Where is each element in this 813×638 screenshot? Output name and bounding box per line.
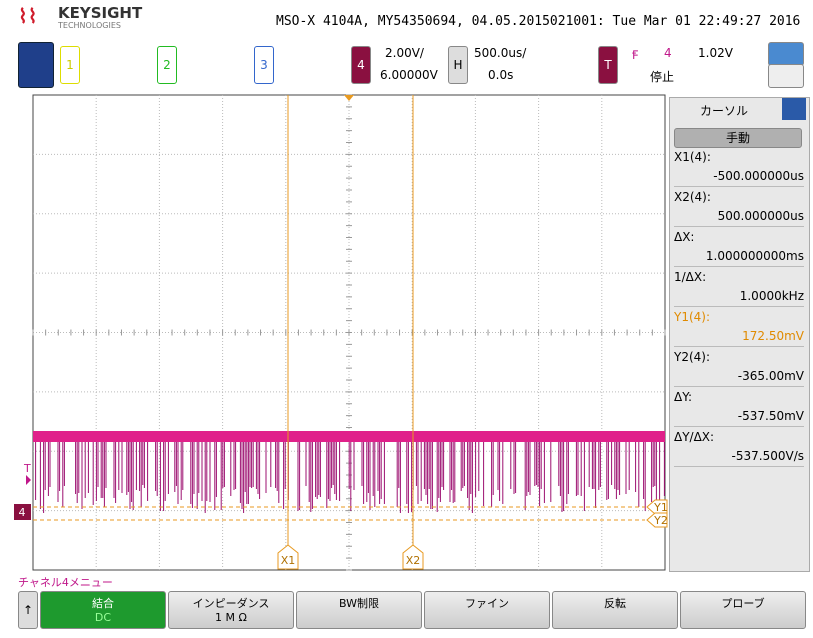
readout-label: X2(4):	[674, 190, 711, 204]
separator	[674, 346, 804, 347]
softkey[interactable]: インピーダンス 1 M Ω	[168, 591, 294, 629]
separator	[674, 266, 804, 267]
softkey-label: プローブ	[721, 597, 765, 610]
cursor-label: Y1	[653, 501, 668, 514]
readout-value: 1.0000kHz	[739, 289, 804, 303]
trigger-position	[344, 95, 354, 101]
separator	[674, 306, 804, 307]
readout-label: ΔY/ΔX:	[674, 430, 715, 444]
softkey[interactable]: 反転	[552, 591, 678, 629]
readout-value: 1.000000000ms	[705, 249, 804, 263]
zoom-button[interactable]	[768, 42, 804, 66]
cursor-marker	[402, 544, 424, 570]
softkey-label: BW制限	[338, 597, 380, 610]
cursor-mode[interactable]: 手動	[674, 128, 802, 148]
touch-button[interactable]	[768, 64, 804, 88]
softkey-label: 反転	[604, 597, 626, 610]
time-delay: 0.0s	[488, 68, 514, 82]
readout-value: -500.000000us	[713, 169, 804, 183]
softkey[interactable]: プローブ	[680, 591, 806, 629]
trigger-arrow	[26, 475, 31, 485]
cursor-marker	[646, 512, 668, 528]
readout-value: -365.00mV	[737, 369, 804, 383]
readout-label: Y1(4):	[674, 310, 711, 324]
channel-3[interactable]: 3	[254, 46, 274, 84]
readout-label: ΔY:	[674, 390, 692, 404]
cursor-marker	[277, 544, 299, 570]
time-scale: 500.0us/	[474, 46, 527, 60]
softkey[interactable]: ファイン	[424, 591, 550, 629]
readout-label: Y2(4):	[674, 350, 711, 364]
separator	[674, 426, 804, 427]
readout-label: X1(4):	[674, 150, 711, 164]
separator	[674, 186, 804, 187]
brand-sub: TECHNOLOGIES	[58, 21, 121, 30]
cursor-label: Y2	[653, 514, 668, 527]
separator	[674, 226, 804, 227]
logo-mark: ⌇⌇	[18, 4, 38, 28]
readout-value: -537.500V/s	[731, 449, 804, 463]
softkey-label: ファイン	[465, 597, 509, 610]
softkey-value: DC	[94, 611, 112, 624]
horizontal-button[interactable]: H	[448, 46, 468, 84]
waveform-band	[33, 431, 665, 442]
menu-title: チャネル4メニュー	[18, 576, 113, 589]
channel-4[interactable]: 4	[351, 46, 371, 84]
cursor-label: X2	[406, 554, 421, 567]
separator	[674, 466, 804, 467]
channel-marker: 4	[19, 506, 26, 519]
softkey[interactable]: 結合 DC	[40, 591, 166, 629]
trigger-source: 4	[664, 46, 672, 60]
readout-value: 500.000000us	[717, 209, 804, 223]
softkey-label: インピーダンス	[192, 597, 270, 610]
readout-value: -537.50mV	[737, 409, 804, 423]
trigger-marker: T	[23, 462, 31, 475]
menu-button[interactable]	[18, 42, 54, 88]
channel-2[interactable]: 2	[157, 46, 177, 84]
softkey-value: 1 M Ω	[215, 611, 247, 624]
channel-marker-box	[14, 504, 31, 520]
separator	[674, 386, 804, 387]
readout-value: 172.50mV	[742, 329, 804, 343]
softkey[interactable]: BW制限	[296, 591, 422, 629]
panel-tab[interactable]	[782, 98, 806, 120]
readout-label: ΔX:	[674, 230, 695, 244]
cursor-panel	[669, 97, 810, 572]
trigger-edge: Ꞙ	[632, 48, 639, 62]
readout-label: 1/ΔX:	[674, 270, 707, 284]
channel-1[interactable]: 1	[60, 46, 80, 84]
trigger-button[interactable]: T	[598, 46, 618, 84]
ch4-scale: 2.00V/	[385, 46, 424, 60]
run-state: 停止	[650, 70, 675, 84]
cursor-label: X1	[281, 554, 296, 567]
cursor-panel-title: カーソル	[700, 104, 749, 118]
back-button[interactable]: ↑	[18, 591, 38, 629]
cursor-marker	[646, 499, 668, 515]
waveform-pulses	[35, 440, 665, 513]
softkey-label: 結合	[92, 597, 114, 610]
brand: KEYSIGHT	[58, 4, 143, 22]
instrument-info: MSO-X 4104A, MY54350694, 04.05.201502100…	[276, 14, 801, 29]
trigger-level: 1.02V	[698, 46, 733, 60]
ch4-offset: 6.00000V	[380, 68, 438, 82]
